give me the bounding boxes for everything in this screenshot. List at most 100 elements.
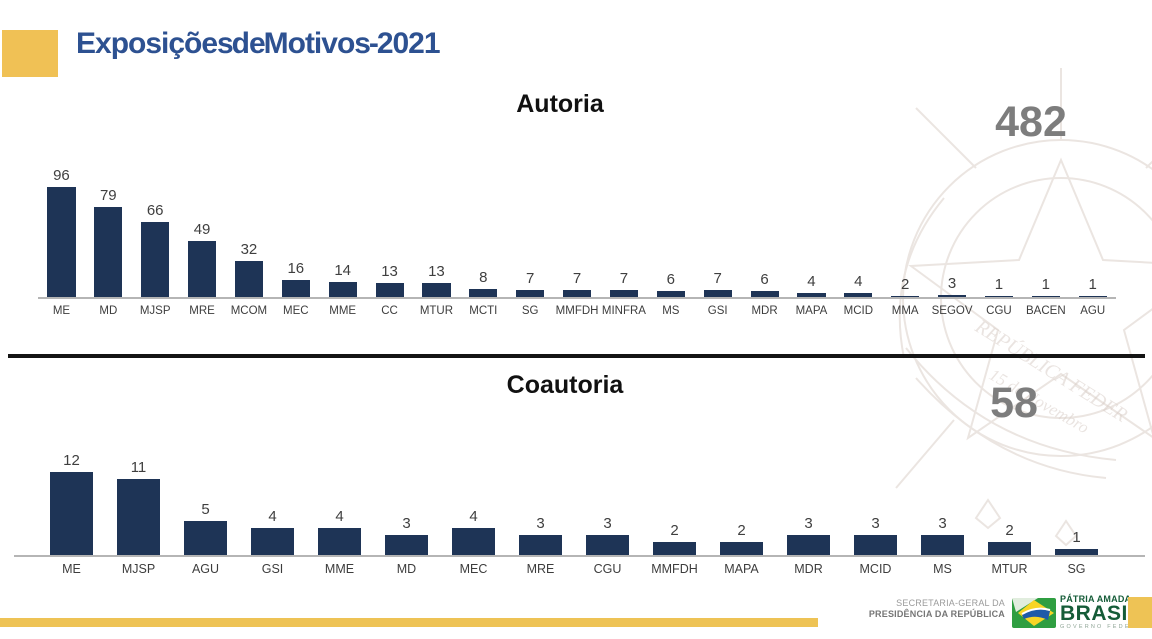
category-label: MAPA (724, 562, 759, 576)
bar (921, 535, 964, 556)
bar-column: 49 (179, 221, 226, 298)
bar-column: 7 (507, 270, 554, 298)
x-axis-coautoria (14, 555, 1145, 557)
bar-column: 2 (641, 522, 708, 556)
value-label: 13 (381, 263, 398, 280)
category-label: CGU (986, 305, 1012, 317)
category-label: GSI (707, 305, 728, 317)
bar (422, 283, 451, 298)
bar-column: 4 (788, 273, 835, 298)
value-label: 2 (737, 522, 746, 539)
value-label: 5 (201, 501, 210, 518)
value-label: 3 (402, 515, 411, 532)
value-label: 16 (287, 260, 305, 277)
category-label: MTUR (991, 562, 1028, 576)
bar-column: 3 (507, 515, 574, 556)
x-axis-autoria (38, 297, 1116, 299)
bar-column: 3 (775, 515, 842, 556)
footer-org-text: SECRETARIA-GERAL DA PRESIDÊNCIA DA REPÚB… (869, 598, 1005, 620)
bar-column: 3 (909, 515, 976, 556)
value-label: 3 (804, 515, 813, 532)
bar-column: 4 (239, 508, 306, 556)
category-label: SG (1067, 562, 1086, 576)
value-label: 3 (871, 515, 880, 532)
bar-column: 32 (226, 241, 273, 298)
category-label: ME (52, 305, 71, 317)
category-label: MME (324, 562, 355, 576)
value-label: 32 (240, 241, 258, 258)
footer-yellow-block-right (1128, 597, 1152, 628)
bar-column: 7 (554, 270, 601, 298)
page-title: Exposições de Motivos - 2021 (76, 27, 441, 60)
value-label: 7 (526, 270, 535, 287)
section-divider (8, 354, 1145, 358)
bar (184, 521, 227, 556)
category-label: AGU (1080, 305, 1106, 317)
bar (281, 280, 310, 298)
value-label: 7 (572, 270, 582, 287)
bar-column: 4 (440, 508, 507, 556)
footer-org-line1: SECRETARIA-GERAL DA (896, 598, 1005, 608)
brand-line-patria-amada: PÁTRIA AMADA (1060, 594, 1132, 604)
value-label: 7 (713, 270, 722, 287)
category-label: MMA (891, 305, 919, 317)
category-label: MEC (283, 305, 309, 317)
bar (844, 293, 873, 298)
government-logo-text: PÁTRIA AMADA BRASIL GOVERNO FEDERAL (1060, 595, 1148, 632)
bar-column: 6 (741, 271, 788, 298)
category-label: MDR (751, 305, 778, 317)
brand-line-governo-federal: GOVERNO FEDERAL (1060, 623, 1149, 630)
bar-column: 2 (882, 276, 929, 298)
bar (251, 528, 294, 556)
bar-column: 3 (842, 515, 909, 556)
bar (703, 290, 732, 298)
category-label: MEC (459, 562, 488, 576)
category-label: MCID (859, 562, 892, 576)
value-label: 7 (619, 270, 629, 287)
bar (47, 187, 76, 298)
category-label: MRE (189, 305, 215, 317)
category-label: MD (396, 562, 417, 576)
bar-column: 1 (976, 276, 1023, 298)
category-label: GSI (261, 562, 284, 576)
category-axis-autoria: ME MD MJSP MRE MCOM MEC MME CC MTUR MCTI SG MMFDH MI… (38, 305, 1116, 317)
value-label: 3 (938, 515, 947, 532)
bar-column: 13 (413, 263, 460, 298)
category-label: MJSP (121, 562, 156, 576)
value-label: 1 (1072, 529, 1081, 546)
bar (385, 535, 428, 556)
category-label: CGU (593, 562, 622, 576)
bar (586, 535, 629, 556)
bar-column: 3 (574, 515, 641, 556)
value-label: 2 (901, 276, 910, 293)
value-label: 4 (268, 508, 277, 525)
bar-column: 16 (272, 260, 319, 298)
header-accent-block (2, 30, 58, 77)
bar (720, 542, 763, 556)
bar (656, 291, 685, 298)
category-label: MJSP (139, 305, 171, 317)
bar (50, 472, 93, 556)
value-label: 4 (854, 273, 863, 290)
value-label: 2 (670, 522, 679, 539)
category-label: ME (62, 562, 81, 576)
bar (188, 241, 217, 298)
bar-column: 7 (694, 270, 741, 298)
bar (563, 290, 592, 298)
value-label: 1 (994, 276, 1004, 293)
bar-column: 2 (976, 522, 1043, 556)
value-label: 3 (947, 275, 957, 292)
value-label: 11 (130, 459, 147, 476)
category-label: SEGOV (931, 305, 973, 317)
bar-column: 3 (373, 515, 440, 556)
value-label: 96 (53, 167, 70, 184)
value-label: 49 (193, 221, 211, 238)
bar-column: 2 (708, 522, 775, 556)
category-label: MCID (843, 305, 873, 317)
value-label: 79 (99, 187, 117, 204)
bar-column: 8 (460, 269, 507, 298)
category-label: MCOM (230, 305, 268, 317)
bar-column: 12 (38, 452, 105, 556)
plot-area-autoria: 96 79 66 49 32 16 14 13 13 8 7 7 7 6 7 6 4 4 2 3 1 1 1 (38, 152, 1116, 298)
bar-column: 66 (132, 202, 179, 298)
